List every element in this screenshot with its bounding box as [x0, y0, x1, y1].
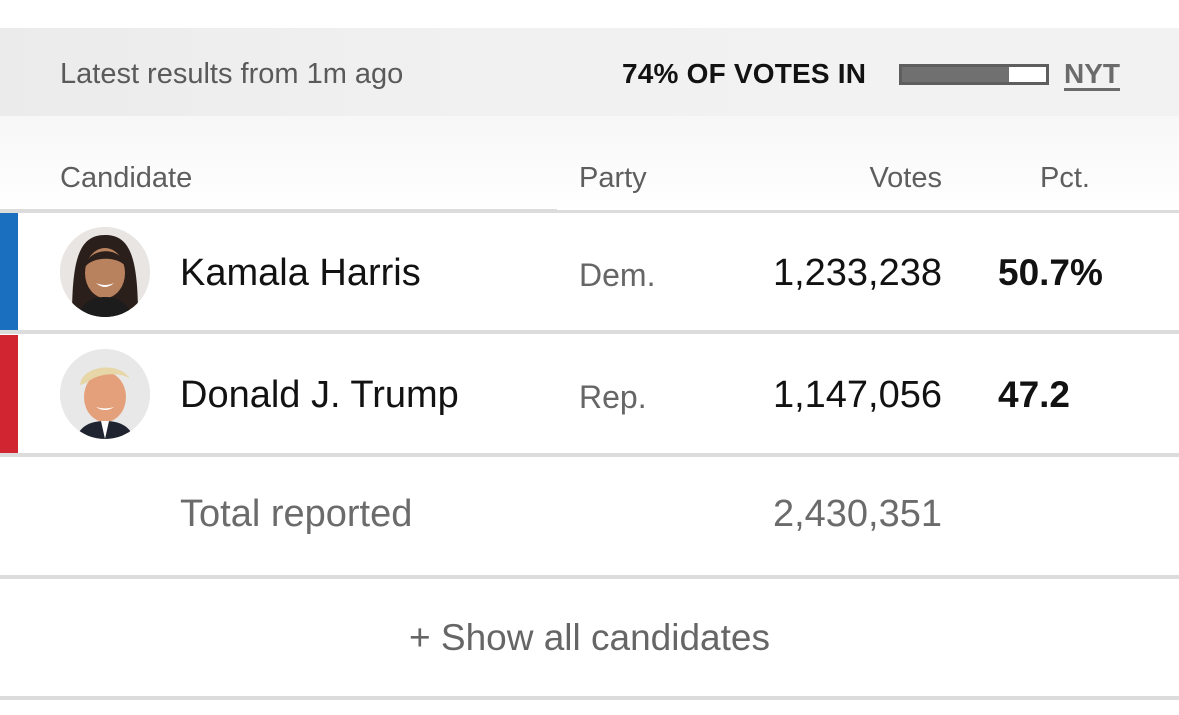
table-header-background: [0, 116, 1179, 212]
column-header-party: Party: [579, 162, 647, 194]
header-divider-right: [557, 210, 1179, 213]
votes-reported-progress-fill: [902, 67, 1009, 82]
column-header-candidate: Candidate: [60, 162, 193, 194]
total-reported-label: Total reported: [180, 493, 413, 535]
party-color-bar: [0, 213, 18, 331]
row-divider: [0, 330, 1179, 334]
candidate-party: Dem.: [579, 257, 656, 293]
votes-reported-label: 74% OF VOTES IN: [622, 58, 867, 89]
total-reported-votes: 2,430,351: [772, 493, 942, 535]
candidate-votes: 1,147,056: [772, 374, 942, 416]
row-divider: [0, 453, 1179, 457]
header-divider-left: [0, 209, 557, 213]
candidate-name: Kamala Harris: [180, 252, 421, 294]
candidate-photo-trump-icon: [60, 349, 150, 439]
last-updated-text: Latest results from 1m ago: [60, 58, 404, 90]
candidate-votes: 1,233,238: [772, 252, 942, 294]
column-header-pct: Pct.: [1040, 162, 1090, 194]
candidate-pct: 50.7%: [998, 252, 1103, 293]
source-link[interactable]: NYT: [1064, 58, 1120, 89]
votes-reported-progress-bar: [899, 64, 1049, 85]
candidate-photo-harris-icon: [60, 227, 150, 317]
show-all-candidates-button[interactable]: + Show all candidates: [409, 617, 770, 658]
candidate-name: Donald J. Trump: [180, 374, 459, 416]
party-color-bar: [0, 335, 18, 453]
top-strip: [0, 0, 1179, 28]
table-row: Kamala Harris Dem. 1,233,238 50.7%: [0, 213, 1179, 331]
candidate-pct: 47.2: [998, 374, 1071, 415]
column-header-votes: Votes: [869, 162, 942, 194]
table-row: Donald J. Trump Rep. 1,147,056 47.2: [0, 335, 1179, 453]
candidate-party: Rep.: [579, 379, 647, 415]
total-divider: [0, 575, 1179, 579]
bottom-divider: [0, 696, 1179, 700]
